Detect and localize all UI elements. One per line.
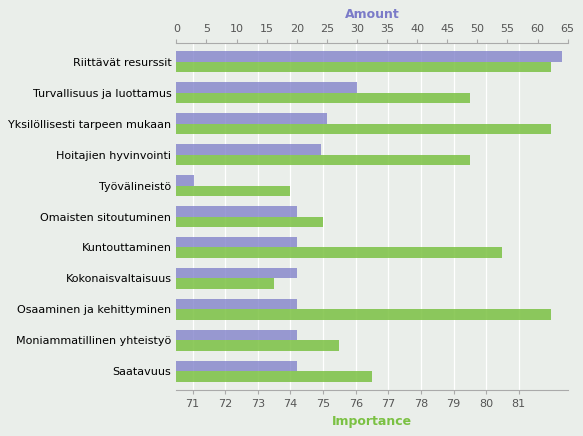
- Bar: [176, 82, 357, 92]
- Bar: [176, 123, 552, 134]
- Bar: [176, 310, 552, 320]
- Bar: [176, 248, 503, 259]
- Bar: [176, 154, 470, 165]
- Bar: [176, 279, 274, 290]
- Bar: [176, 112, 327, 123]
- X-axis label: Amount: Amount: [345, 8, 399, 21]
- Bar: [176, 51, 561, 61]
- Bar: [176, 206, 297, 217]
- Bar: [176, 175, 194, 185]
- Bar: [176, 237, 297, 248]
- Bar: [176, 330, 297, 341]
- Bar: [176, 92, 470, 103]
- Bar: [176, 143, 321, 154]
- X-axis label: Importance: Importance: [332, 415, 412, 428]
- Bar: [176, 361, 297, 371]
- Bar: [176, 61, 552, 72]
- Bar: [176, 268, 297, 279]
- Bar: [176, 341, 339, 351]
- Bar: [176, 299, 297, 310]
- Bar: [176, 371, 372, 382]
- Bar: [176, 185, 290, 196]
- Bar: [176, 217, 323, 227]
